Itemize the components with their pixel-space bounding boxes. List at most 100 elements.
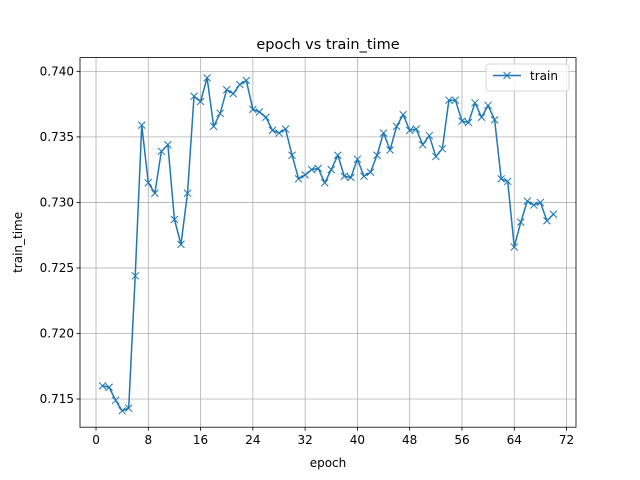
data-point <box>209 122 218 131</box>
data-point <box>379 129 388 137</box>
data-point <box>216 109 225 118</box>
legend-box <box>485 63 570 92</box>
y-tick-label: 0.740 <box>40 64 74 78</box>
x-tick-label: 32 <box>297 433 312 447</box>
data-point <box>477 113 486 122</box>
data-point <box>124 404 133 413</box>
data-point <box>386 146 394 154</box>
data-point <box>503 177 512 186</box>
data-point <box>543 216 551 225</box>
legend: train <box>485 63 570 92</box>
data-point <box>510 243 519 251</box>
data-point <box>425 131 434 140</box>
data-point <box>222 85 231 94</box>
data-point <box>314 164 323 173</box>
data-point <box>196 97 205 106</box>
data-point <box>268 126 277 135</box>
data-point <box>111 396 120 405</box>
chart-title: epoch vs train_time <box>256 37 399 53</box>
legend-marker-glyph <box>503 71 511 80</box>
data-point <box>438 144 447 153</box>
data-point <box>105 383 113 392</box>
data-point <box>536 198 545 207</box>
y-axis-ticks: 0.715 0.720 0.725 0.730 0.735 0.740 <box>40 64 80 406</box>
data-point <box>373 151 381 160</box>
data-point <box>170 215 179 224</box>
data-point <box>353 155 362 164</box>
data-point <box>164 140 172 149</box>
data-point <box>157 147 166 156</box>
data-point <box>150 189 159 198</box>
y-tick-label: 0.735 <box>40 130 74 144</box>
x-tick-label: 48 <box>402 433 417 447</box>
series-line-train <box>102 77 554 412</box>
x-tick-label: 56 <box>454 433 469 447</box>
legend-label-train: train <box>530 69 558 83</box>
y-tick-label: 0.715 <box>40 392 74 406</box>
x-axis-ticks: 0 8 16 24 32 40 48 56 64 72 <box>92 427 574 447</box>
y-tick-label: 0.730 <box>40 195 74 209</box>
data-point <box>392 122 401 131</box>
data-point <box>464 118 473 127</box>
data-point <box>229 89 238 98</box>
data-point <box>248 105 257 114</box>
legend-marker-train <box>503 71 511 80</box>
data-point <box>131 271 140 280</box>
data-point <box>301 171 309 179</box>
data-point <box>360 172 368 181</box>
data-point <box>445 96 453 105</box>
data-point <box>471 98 479 107</box>
data-point <box>275 129 283 137</box>
data-point <box>497 174 506 183</box>
data-point <box>484 101 492 110</box>
data-point <box>516 218 525 226</box>
data-point <box>235 80 244 89</box>
data-point <box>144 178 153 187</box>
data-point <box>281 125 290 133</box>
data-point <box>549 210 558 219</box>
data-point <box>333 151 342 160</box>
data-point <box>255 108 264 116</box>
series-layer <box>98 74 558 415</box>
data-point <box>431 152 440 161</box>
data-point <box>366 168 375 177</box>
data-point <box>118 406 127 415</box>
data-point <box>340 172 349 181</box>
data-point <box>327 165 336 174</box>
data-point <box>405 126 414 135</box>
x-tick-label: 8 <box>144 433 152 447</box>
data-point <box>399 110 408 119</box>
data-point <box>307 165 316 174</box>
data-point <box>451 96 460 105</box>
data-point <box>347 173 355 182</box>
data-point <box>458 117 466 126</box>
data-point <box>242 76 251 85</box>
data-point <box>190 92 198 101</box>
data-point <box>529 201 538 209</box>
data-point <box>137 121 146 129</box>
y-tick-label: 0.725 <box>40 261 74 275</box>
data-point <box>177 240 185 249</box>
x-tick-label: 64 <box>507 433 522 447</box>
data-point <box>418 140 427 149</box>
y-tick-label: 0.720 <box>40 326 74 340</box>
data-point <box>183 189 192 198</box>
x-tick-label: 40 <box>350 433 365 447</box>
y-axis-label: train_time <box>11 212 25 273</box>
data-point <box>288 151 296 160</box>
plot-frame <box>79 57 577 428</box>
data-point <box>320 178 329 187</box>
x-tick-label: 0 <box>92 433 100 447</box>
data-point <box>262 113 270 122</box>
data-point <box>294 174 303 183</box>
data-point <box>203 74 211 82</box>
data-point <box>490 116 499 124</box>
x-tick-label: 72 <box>559 433 574 447</box>
data-point <box>98 382 107 390</box>
data-point <box>412 125 421 133</box>
x-tick-label: 24 <box>245 433 260 447</box>
x-tick-label: 16 <box>193 433 208 447</box>
data-point <box>523 197 532 205</box>
x-axis-label: epoch <box>310 456 347 470</box>
